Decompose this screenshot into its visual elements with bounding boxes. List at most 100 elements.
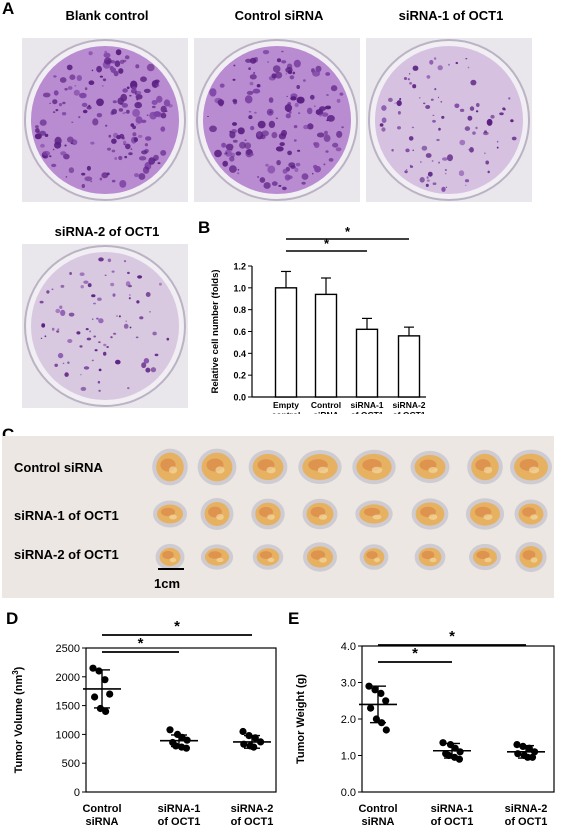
x-tick-label: Control (358, 803, 397, 815)
scale-bar-label: 1cm (154, 576, 181, 591)
data-point (513, 741, 521, 749)
y-tick-label: 2000 (56, 672, 80, 684)
panel-letter-b: B (198, 218, 211, 237)
dish-photo-sirna1 (366, 38, 532, 202)
y-tick-label: 500 (62, 758, 80, 770)
tumor (355, 500, 393, 528)
data-point (371, 686, 379, 694)
x-tick-label: siRNA (361, 816, 394, 828)
data-point (439, 739, 447, 747)
panel-letter-e: E (288, 609, 300, 628)
x-tick-label: of OCT1 (158, 816, 201, 828)
colonies (34, 49, 173, 188)
y-tick-label: 0.4 (233, 349, 246, 359)
y-tick-label: 2.0 (341, 714, 356, 726)
y-tick-label: 0 (74, 787, 80, 799)
significance-marker: * (449, 628, 455, 645)
y-tick-label: 0.0 (233, 393, 246, 403)
data-point (377, 689, 385, 697)
chart-e: 0.0 1.0 2.0 3.0 4.0 Tumor Weight (g) Control si… (290, 614, 562, 828)
data-point (445, 751, 453, 760)
significance-marker: * (138, 635, 144, 652)
tumor (298, 450, 342, 484)
data-point (101, 676, 109, 684)
y-tick-label: 1.0 (341, 751, 356, 763)
tumor (200, 544, 234, 570)
data-point (250, 743, 258, 751)
data-point (382, 697, 390, 705)
tumor-row-label-sirna2: siRNA-2 of OCT1 (14, 547, 119, 562)
panel-letter-a: A (2, 0, 15, 18)
data-point (365, 682, 373, 690)
y-tick-label: 4.0 (341, 641, 356, 653)
x-tick-label: siRNA-2 (231, 803, 274, 815)
data-point (106, 690, 114, 698)
y-tick-label: 0.6 (233, 327, 246, 337)
y-tick-label: 1.2 (233, 262, 246, 272)
y-tick-label: 3.0 (341, 678, 356, 690)
tumor (200, 498, 234, 530)
dish-photo-sirna2 (22, 244, 188, 408)
x-tick-label: Control (311, 400, 341, 410)
data-point (102, 707, 110, 715)
data-point (166, 726, 174, 734)
y-tick-label: 1500 (56, 701, 80, 713)
tumor (155, 543, 185, 571)
tumor (414, 543, 446, 571)
plot-frame (85, 647, 277, 793)
plot-frame (361, 645, 555, 793)
x-tick-label: of OCT1 (505, 816, 548, 828)
x-tick-label: control (272, 410, 301, 414)
tumor-row-label-control: Control siRNA (14, 460, 103, 475)
dish-photo-control (194, 38, 360, 202)
significance-marker: * (174, 618, 180, 635)
x-tick-label: siRNA-1 (431, 803, 474, 815)
x-tick-label: Control (82, 803, 121, 815)
x-tick-label: of OCT1 (431, 816, 474, 828)
tumor (153, 500, 187, 528)
significance-marker: * (412, 645, 418, 662)
data-point (519, 742, 527, 750)
y-tick-label: 1000 (56, 729, 80, 741)
y-axis-label: Relative cell number (folds) (210, 269, 221, 393)
x-tick-label: siRNA-1 (158, 803, 201, 815)
y-tick-label: 1.0 (233, 283, 246, 293)
bar (314, 293, 338, 398)
significance-marker: * (345, 224, 351, 239)
x-tick-label: siRNA (85, 816, 118, 828)
colonies (207, 50, 344, 191)
x-tick-label: siRNA-2 (392, 400, 425, 410)
bar (355, 328, 379, 398)
tumor-photo: Control siRNA siRNA-1 of OCT1 siRNA-2 of… (2, 436, 554, 598)
dish-label-sirna1: siRNA-1 of OCT1 (398, 8, 504, 23)
colonies (379, 57, 517, 192)
tumor (469, 543, 501, 571)
dish-medium (31, 252, 179, 400)
panel-letter-d: D (6, 609, 19, 628)
colonies (39, 257, 170, 392)
y-tick-label: 0.8 (233, 305, 246, 315)
tumor (465, 498, 505, 530)
tumor (515, 542, 547, 572)
data-point (455, 755, 463, 763)
chart-b: 0.0 0.2 0.4 0.6 0.8 1.0 1.2 Relative cell numbe… (200, 222, 450, 420)
x-tick-label: Empty (273, 400, 299, 410)
tumor (248, 449, 288, 485)
tumor (252, 544, 284, 570)
tumor (510, 449, 552, 485)
data-point (525, 744, 533, 752)
bar (274, 287, 298, 398)
y-axis-label: Tumor Weight (g) (295, 674, 307, 764)
significance-marker: * (324, 236, 330, 251)
data-point (182, 744, 190, 752)
tumor (152, 448, 188, 486)
tumor (359, 544, 389, 570)
tumor-row-label-sirna1: siRNA-1 of OCT1 (14, 508, 119, 523)
bar (397, 335, 421, 398)
y-tick-label: 2500 (56, 643, 80, 655)
tumor (302, 498, 338, 530)
dish-label-blank: Blank control (65, 8, 149, 23)
tumor (197, 448, 237, 486)
dish-medium (375, 46, 523, 194)
x-tick-label: of OCT1 (392, 410, 425, 414)
